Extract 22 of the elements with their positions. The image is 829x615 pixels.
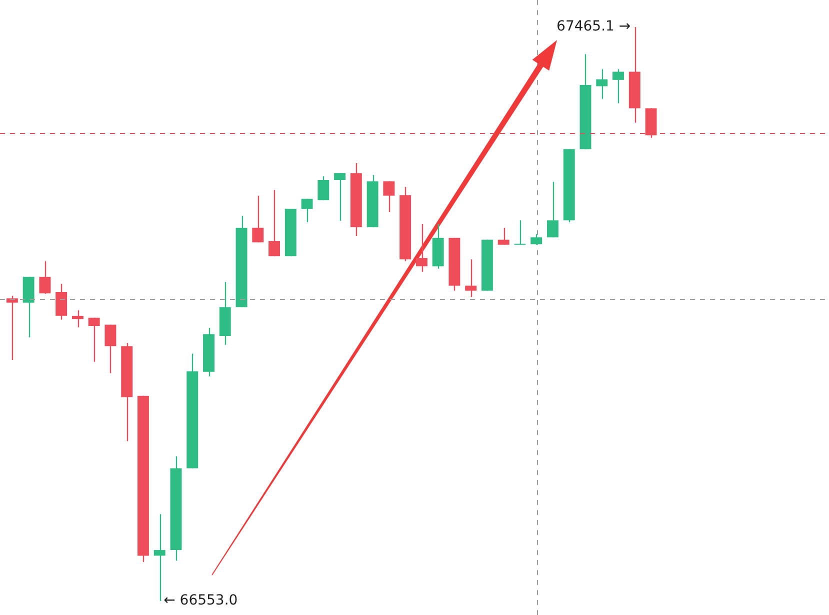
annotation: ← 66553.0: [164, 592, 238, 609]
candlestick: [39, 260, 51, 294]
candlestick: [268, 189, 280, 257]
candlestick: [334, 172, 346, 222]
candlestick: [546, 181, 558, 238]
candlestick: [498, 227, 510, 246]
candlestick: [104, 324, 116, 374]
candlestick: [612, 68, 624, 104]
candlestick: [318, 176, 330, 201]
candlestick: [465, 258, 477, 298]
candlestick: [596, 68, 608, 100]
candlestick: [530, 234, 542, 246]
annotation: 67465.1 →: [556, 18, 631, 35]
candlestick: [56, 283, 68, 320]
candlestick: [252, 195, 264, 243]
candlestick: [416, 223, 428, 272]
candlestick: [514, 220, 526, 246]
candlestick: [154, 514, 166, 602]
candlestick: [301, 198, 313, 223]
candlestick: [88, 317, 100, 362]
candlestick: [383, 180, 395, 213]
candlestick: [72, 310, 84, 328]
